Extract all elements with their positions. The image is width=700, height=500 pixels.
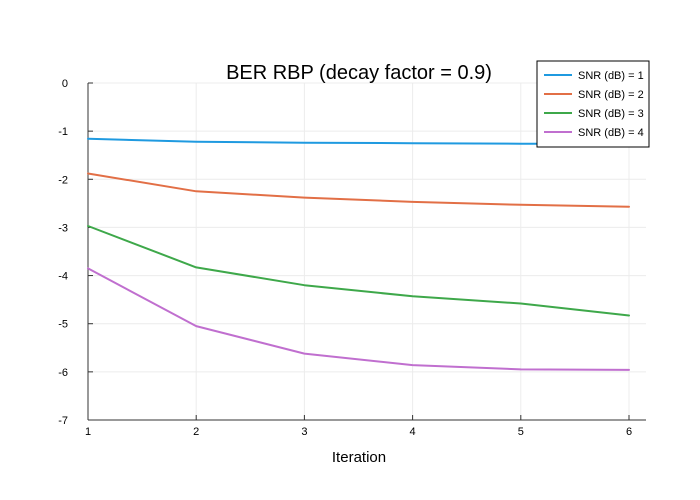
chart-title: BER RBP (decay factor = 0.9) xyxy=(226,62,492,84)
y-tick-label: -5 xyxy=(58,319,68,331)
x-tick-label: 3 xyxy=(301,426,307,438)
series-line-snr-4 xyxy=(87,267,630,371)
axes: 0 -1 -2 -3 -4 -5 -6 -7 1 2 3 4 5 6 xyxy=(58,78,646,438)
y-tick-label: -3 xyxy=(58,222,68,234)
x-tick-label: 6 xyxy=(626,426,632,438)
y-tick-label: 0 xyxy=(62,78,68,90)
y-tick-label: -1 xyxy=(58,126,68,138)
legend-label: SNR (dB) = 3 xyxy=(578,108,644,120)
series-lines xyxy=(87,137,630,371)
legend: SNR (dB) = 1 SNR (dB) = 2 SNR (dB) = 3 SNR … xyxy=(536,60,650,148)
series-line-snr-2 xyxy=(87,172,630,208)
series-line-snr-3 xyxy=(87,225,630,317)
legend-label: SNR (dB) = 4 xyxy=(578,127,644,139)
x-tick-label: 4 xyxy=(410,426,416,438)
y-tick-label: -6 xyxy=(58,367,68,379)
x-tick-label: 1 xyxy=(85,426,91,438)
grid-lines xyxy=(87,82,646,421)
y-tick-label: -4 xyxy=(58,271,68,283)
y-tick-label: -2 xyxy=(58,174,68,186)
legend-label: SNR (dB) = 2 xyxy=(578,89,644,101)
legend-label: SNR (dB) = 1 xyxy=(578,70,644,82)
y-tick-label: -7 xyxy=(58,415,68,427)
x-axis-title: Iteration xyxy=(332,449,386,466)
x-tick-label: 2 xyxy=(193,426,199,438)
x-tick-label: 5 xyxy=(518,426,524,438)
